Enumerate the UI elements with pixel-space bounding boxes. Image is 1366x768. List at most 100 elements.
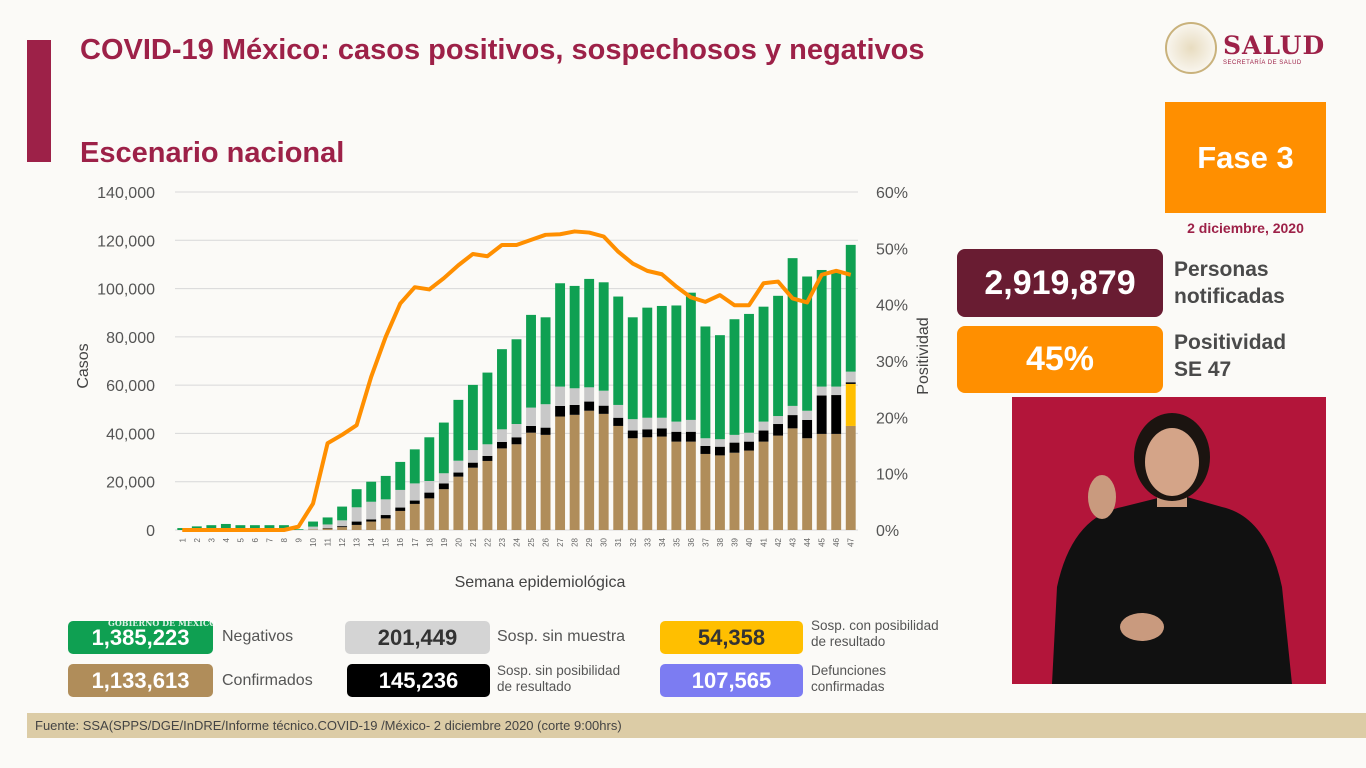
bar-negativos bbox=[656, 305, 667, 418]
bar-sosp_sin_muestra bbox=[787, 405, 798, 416]
bar-sosp_sin_muestra bbox=[526, 407, 536, 426]
bar-sosp_sin_muestra bbox=[540, 404, 551, 428]
bar-sosp_sin_muestra bbox=[395, 489, 406, 508]
bar-negativos bbox=[802, 276, 813, 411]
bar-confirmados bbox=[656, 436, 667, 530]
x-tick-label: 14 bbox=[367, 537, 376, 546]
bar-confirmados bbox=[831, 433, 842, 530]
bar-negativos bbox=[453, 399, 464, 461]
x-tick-label: 29 bbox=[585, 537, 594, 546]
bar-confirmados bbox=[802, 438, 813, 530]
y2-tick-label: 30% bbox=[876, 354, 908, 371]
y2-tick-label: 40% bbox=[876, 298, 908, 315]
phase-badge: Fase 3 bbox=[1165, 102, 1326, 213]
x-tick-label: 21 bbox=[469, 537, 478, 546]
bar-negativos bbox=[249, 525, 260, 530]
x-tick-label: 10 bbox=[309, 537, 318, 546]
y-tick-label: 0 bbox=[146, 523, 155, 540]
seal-icon bbox=[1165, 22, 1217, 74]
bar-sosp_sin_posibilidad bbox=[438, 483, 449, 490]
bar-negativos bbox=[845, 244, 856, 372]
bar-negativos bbox=[206, 525, 217, 530]
bar-sosp_sin_posibilidad bbox=[729, 442, 740, 453]
bar-sosp_sin_posibilidad bbox=[627, 430, 638, 439]
bar-sosp_sin_posibilidad bbox=[424, 492, 435, 499]
y2-tick-label: 0% bbox=[876, 523, 899, 540]
y-tick-label: 140,000 bbox=[97, 185, 155, 202]
bar-confirmados bbox=[627, 438, 638, 530]
x-tick-label: 17 bbox=[411, 537, 420, 546]
x-tick-label: 30 bbox=[600, 537, 609, 546]
bar-confirmados bbox=[526, 432, 536, 530]
bar-confirmados bbox=[380, 518, 391, 530]
bar-negativos bbox=[540, 317, 551, 405]
bar-sosp_sin_posibilidad bbox=[758, 430, 769, 442]
bar-confirmados bbox=[569, 414, 580, 530]
bar-sosp_sin_posibilidad bbox=[366, 519, 377, 522]
label-line-2: confirmadas bbox=[811, 679, 885, 694]
bar-confirmados bbox=[322, 528, 333, 530]
bar-negativos bbox=[467, 384, 478, 451]
bar-sosp_sin_muestra bbox=[758, 421, 769, 431]
x-tick-label: 2 bbox=[193, 537, 202, 542]
bar-confirmados bbox=[467, 467, 478, 530]
y-tick-label: 100,000 bbox=[97, 282, 155, 299]
bar-negativos bbox=[569, 285, 580, 389]
bar-negativos bbox=[279, 525, 289, 530]
bar-negativos bbox=[831, 269, 842, 387]
x-tick-label: 47 bbox=[847, 537, 856, 546]
x-tick-label: 13 bbox=[353, 537, 362, 546]
bar-sosp_sin_muestra bbox=[366, 501, 377, 520]
positivity-value: 45% bbox=[957, 326, 1163, 393]
source-footer: Fuente: SSA(SPPS/DGE/InDRE/Informe técni… bbox=[27, 713, 1366, 738]
bar-sosp_sin_muestra bbox=[497, 429, 507, 442]
bar-sosp_sin_posibilidad bbox=[802, 419, 813, 439]
bar-sosp_sin_posibilidad bbox=[467, 462, 478, 468]
bar-negativos bbox=[715, 335, 725, 440]
bar-sosp_sin_muestra bbox=[511, 424, 522, 438]
bar-confirmados bbox=[613, 425, 624, 530]
bar-sosp_sin_muestra bbox=[467, 450, 478, 463]
deaths-value: 107,565 bbox=[660, 664, 803, 697]
x-tick-label: 33 bbox=[643, 537, 652, 546]
bar-sosp_sin_posibilidad bbox=[540, 427, 551, 435]
bar-confirmados bbox=[511, 444, 522, 530]
bar-sosp_sin_muestra bbox=[569, 388, 580, 405]
bar-sosp_sin_muestra bbox=[555, 386, 566, 406]
bar-sosp_sin_posibilidad bbox=[511, 437, 522, 445]
bar-negativos bbox=[671, 305, 682, 422]
bar-negativos bbox=[816, 269, 827, 387]
x-tick-label: 24 bbox=[513, 537, 522, 546]
x-tick-label: 27 bbox=[556, 537, 565, 546]
bar-confirmados bbox=[816, 433, 827, 530]
bar-sosp_sin_muestra bbox=[409, 483, 420, 501]
x-tick-label: 23 bbox=[498, 537, 507, 546]
bar-confirmados bbox=[337, 527, 348, 530]
confirmed-value: 1,133,613 bbox=[68, 664, 213, 697]
bar-sosp_sin_muestra bbox=[598, 390, 609, 406]
x-tick-label: 40 bbox=[745, 537, 754, 546]
bar-confirmados bbox=[787, 428, 798, 530]
x-tick-label: 42 bbox=[774, 537, 783, 546]
bar-sosp_sin_muestra bbox=[845, 371, 856, 383]
government-watermark: GOBIERNO DE MÉXICO bbox=[108, 618, 217, 628]
logo-text: SALUD bbox=[1223, 30, 1326, 60]
bar-negativos bbox=[584, 278, 595, 388]
y2-tick-label: 50% bbox=[876, 241, 908, 258]
bar-sosp_sin_posibilidad bbox=[409, 500, 420, 504]
positivity-label-1: Positividad bbox=[1174, 331, 1287, 354]
y-tick-label: 80,000 bbox=[106, 330, 155, 347]
bar-negativos bbox=[787, 258, 798, 406]
x-tick-label: 12 bbox=[338, 537, 347, 546]
bar-negativos bbox=[555, 283, 566, 387]
bar-confirmados bbox=[744, 450, 754, 530]
bar-negativos bbox=[598, 282, 609, 391]
bar-negativos bbox=[438, 422, 449, 474]
suspect-no-result-value: 145,236 bbox=[347, 664, 490, 697]
bar-sosp_sin_muestra bbox=[816, 386, 827, 396]
x-tick-label: 7 bbox=[265, 537, 274, 542]
bar-confirmados bbox=[642, 437, 653, 530]
bar-negativos bbox=[366, 481, 377, 502]
bar-negativos bbox=[700, 326, 711, 439]
x-tick-label: 25 bbox=[527, 537, 536, 546]
